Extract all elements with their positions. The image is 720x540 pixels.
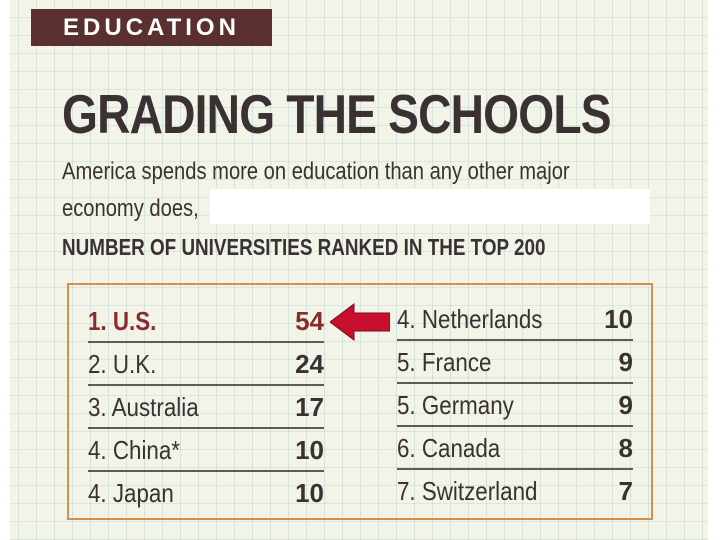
ranking-count: 7 — [618, 476, 633, 506]
rankings-box — [67, 283, 653, 520]
ranking-row-uk: 2. U.K. 24 — [88, 343, 324, 386]
ranking-row-china: 4. China* 10 — [88, 429, 324, 472]
ranking-entry-label: 5. Germany — [397, 390, 514, 420]
ranking-row-canada: 6. Canada 8 — [397, 427, 633, 470]
ranking-count: 9 — [618, 347, 633, 377]
ranking-row-netherlands: 4. Netherlands 10 — [397, 298, 633, 341]
headline: GRADING THE SCHOOLS — [62, 83, 612, 145]
ranking-entry-label: 1. U.S. — [88, 306, 157, 336]
redaction-box — [210, 189, 650, 224]
ranking-entry-label: 4. Japan — [88, 478, 174, 508]
ranking-row-germany: 5. Germany 9 — [397, 384, 633, 427]
ranking-row-france: 5. France 9 — [397, 341, 633, 384]
ranking-count: 10 — [295, 478, 324, 508]
rankings-column-left: 1. U.S. 54 2. U.K. 24 3. Australia 17 4.… — [88, 300, 324, 513]
ranking-count: 17 — [295, 392, 324, 422]
ranking-row-us: 1. U.S. 54 — [88, 300, 324, 343]
ranking-count: 10 — [604, 304, 633, 334]
ranking-entry-label: 7. Switzerland — [397, 476, 538, 506]
ranking-entry-label: 4. China* — [88, 435, 181, 465]
ranking-count: 8 — [618, 433, 633, 463]
subtitle: America spends more on education than an… — [62, 153, 650, 227]
ranking-entry-label: 3. Australia — [88, 392, 199, 422]
ranking-row-australia: 3. Australia 17 — [88, 386, 324, 429]
ranking-entry-label: 5. France — [397, 347, 492, 377]
left-arrow-icon — [330, 303, 390, 341]
page-margin-right — [708, 0, 720, 540]
page-margin-left — [0, 0, 10, 540]
ranking-count: 54 — [295, 306, 324, 336]
ranking-row-switzerland: 7. Switzerland 7 — [397, 470, 633, 511]
ranking-row-japan: 4. Japan 10 — [88, 472, 324, 513]
ranking-count: 24 — [295, 349, 324, 379]
ranking-entry-label: 4. Netherlands — [397, 304, 543, 334]
ranking-count: 10 — [295, 435, 324, 465]
ranking-entry-label: 2. U.K. — [88, 349, 157, 379]
subtitle-line-1: America spends more on education than an… — [62, 158, 570, 185]
ranking-entry-label: 6. Canada — [397, 433, 501, 463]
section-label: EDUCATION — [31, 9, 272, 46]
ranking-count: 9 — [618, 390, 633, 420]
rankings-column-right: 4. Netherlands 10 5. France 9 5. Germany… — [397, 298, 633, 511]
table-title: NUMBER OF UNIVERSITIES RANKED IN THE TOP… — [62, 234, 546, 260]
subtitle-line-2: economy does, — [62, 195, 199, 222]
